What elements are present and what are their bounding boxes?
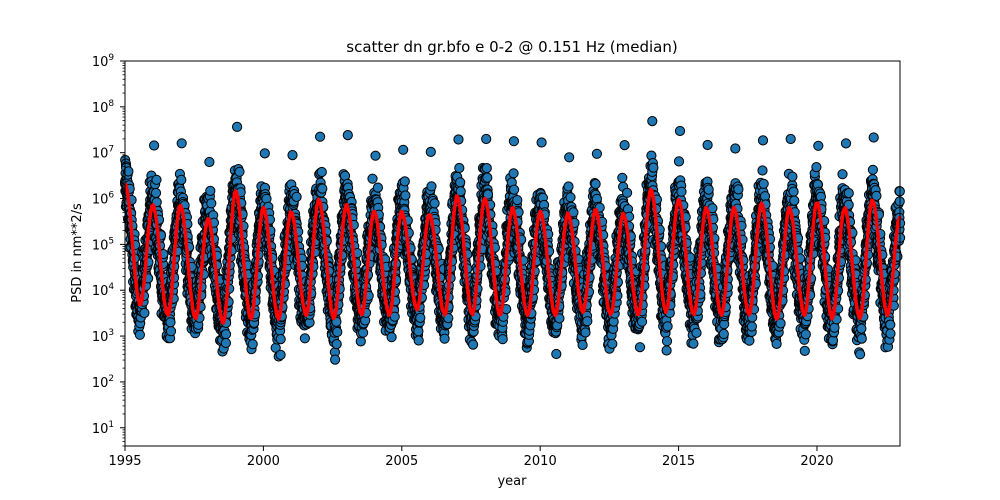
scatter-point — [512, 195, 523, 206]
plot-area — [120, 61, 906, 446]
scatter-point — [454, 162, 465, 174]
scatter-point — [634, 342, 646, 353]
scatter-point — [165, 326, 177, 337]
scatter-point — [481, 163, 492, 174]
scatter-point — [367, 173, 378, 184]
scatter-point — [508, 168, 519, 179]
scatter-point — [429, 198, 440, 209]
scatter-point — [648, 162, 659, 173]
scatter-point — [234, 166, 245, 177]
scatter-point — [400, 190, 411, 201]
scatter-point — [176, 174, 187, 185]
scatter-point — [662, 321, 673, 332]
scatter-point — [551, 348, 562, 360]
scatter-point — [415, 312, 426, 323]
scatter-point — [139, 307, 150, 319]
scatter-point — [455, 177, 466, 188]
scatter-point — [691, 327, 702, 338]
scatter-point — [165, 317, 176, 328]
scatter-point — [676, 186, 687, 197]
scatter-point — [565, 192, 576, 203]
scatter-point — [468, 339, 479, 350]
scatter-point — [426, 181, 437, 192]
scatter-point — [386, 332, 397, 343]
scatter-point — [661, 345, 672, 356]
scatter-point — [497, 334, 508, 345]
scatter-point — [330, 354, 341, 365]
scatter-point — [299, 333, 310, 344]
scatter-point — [482, 172, 493, 183]
scatter-point — [636, 316, 648, 327]
scatter-point — [413, 335, 424, 346]
scatter-point — [332, 326, 343, 338]
scatter-point — [399, 176, 410, 187]
scatter-point — [206, 198, 217, 209]
scatter-point — [275, 349, 286, 360]
scatter-point — [317, 183, 328, 194]
scatter-point — [580, 327, 591, 338]
scatter-point — [275, 334, 286, 345]
scatter-point — [291, 191, 302, 202]
scatter-point — [582, 316, 593, 327]
scatter-point — [622, 187, 633, 198]
scatter-point — [316, 166, 327, 178]
scatter-point — [590, 178, 601, 190]
scatter-point — [563, 181, 574, 192]
scatter-point — [508, 184, 520, 195]
scatter-point — [205, 185, 216, 196]
scatter-point — [220, 337, 231, 349]
scatter-point — [123, 166, 134, 177]
scatter-point — [617, 172, 628, 183]
scatter-point — [673, 156, 685, 167]
scatter-point — [331, 339, 342, 350]
scatter-point — [247, 339, 258, 350]
scatter-point — [372, 182, 383, 193]
scatter-point — [151, 174, 162, 185]
scatter-point — [577, 339, 588, 351]
scatter-point — [703, 184, 714, 195]
scatter-point — [439, 333, 450, 344]
scatter-point — [607, 338, 618, 349]
chart-title: scatter dn gr.bfo e 0-2 @ 0.151 Hz (medi… — [346, 38, 677, 56]
scatter-point — [220, 329, 232, 340]
scatter-point — [688, 338, 699, 349]
scatter-point — [413, 326, 424, 337]
scatter-point — [661, 336, 673, 347]
scatter-point — [150, 187, 162, 199]
scatter-point — [134, 329, 145, 340]
